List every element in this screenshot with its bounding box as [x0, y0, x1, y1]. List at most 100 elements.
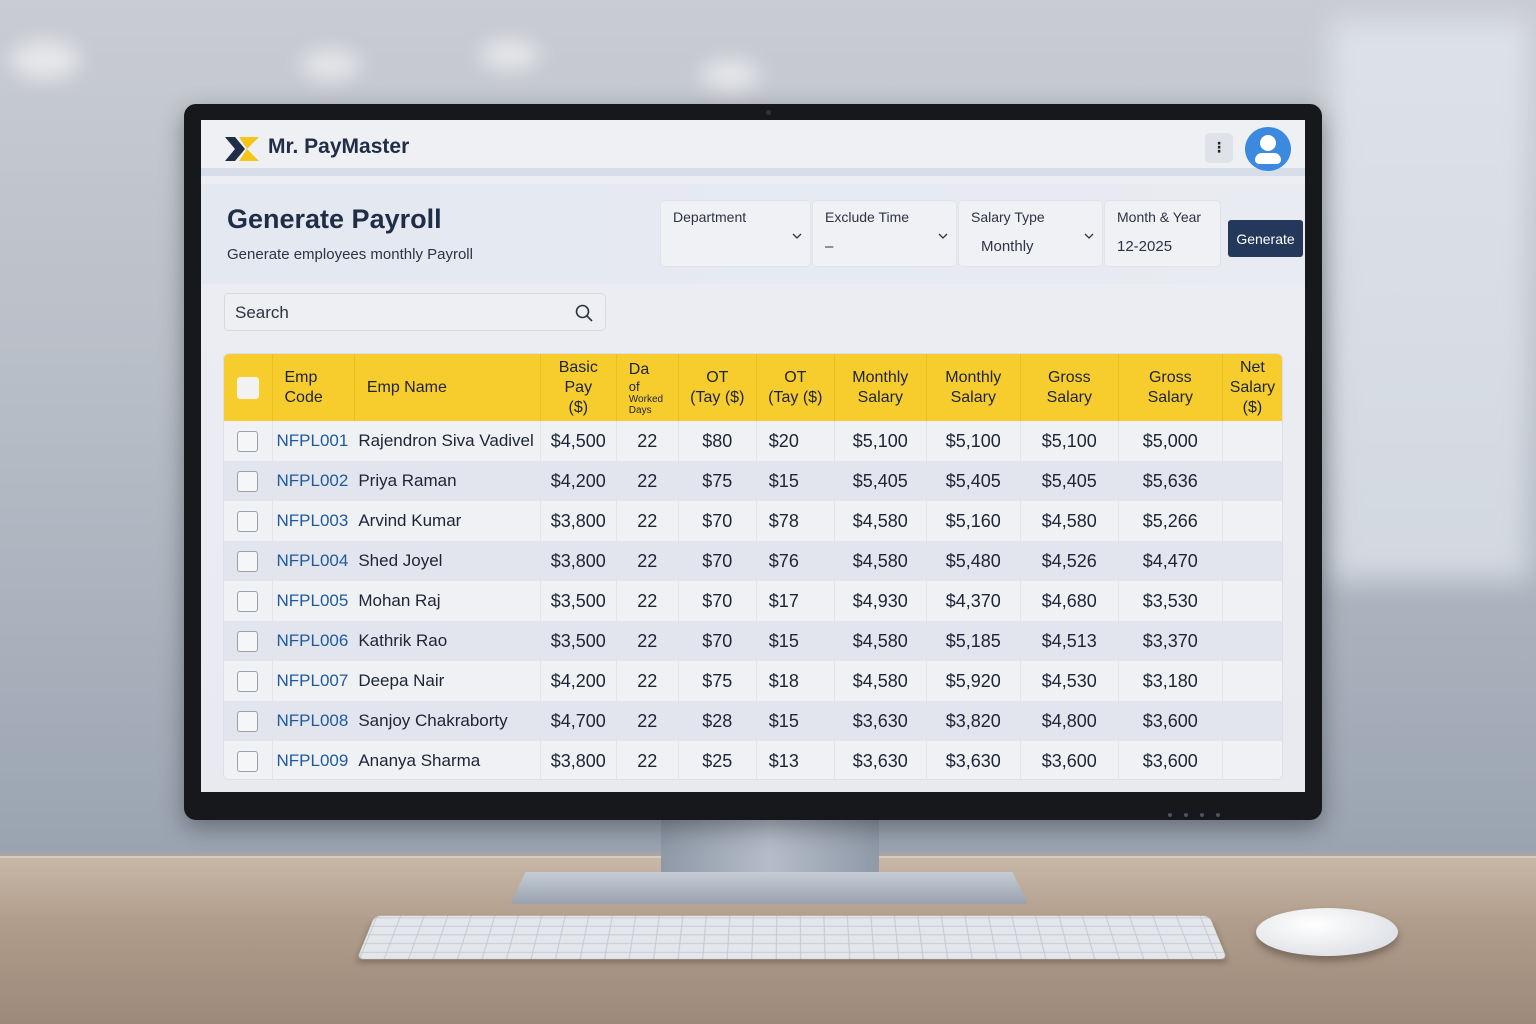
row-checkbox[interactable] [237, 510, 259, 532]
emp-code-link[interactable]: NFPL009 [276, 751, 349, 770]
emp-name: Mohan Raj [354, 581, 541, 621]
row-checkbox[interactable] [237, 750, 259, 772]
vertical-dots-icon: ⋮ [1212, 140, 1226, 156]
table-row[interactable]: NFPL003 Arvind Kumar $3,800 22 $70 $78 $… [224, 501, 1282, 541]
row-checkbox[interactable] [237, 670, 259, 692]
monitor-buttons [1168, 802, 1278, 817]
col-gross-salary-2[interactable]: Gross Salary [1118, 354, 1223, 421]
row-checkbox[interactable] [237, 430, 259, 452]
chevron-down-icon [1084, 233, 1094, 239]
exclude-time-select[interactable]: Exclude Time – [813, 201, 956, 266]
table-row[interactable]: NFPL001 Rajendron Siva Vadivel $4,500 22… [224, 421, 1282, 461]
table-row[interactable]: NFPL007 Deepa Nair $4,200 22 $75 $18 $4,… [224, 661, 1282, 701]
emp-code-link[interactable]: NFPL006 [276, 631, 349, 650]
col-ot-2[interactable]: OT (Tay ($) [756, 354, 835, 421]
net-salary [1222, 581, 1282, 621]
month-year-picker[interactable]: Month & Year 12-2025 [1105, 201, 1220, 266]
days-worked: 22 [616, 421, 679, 461]
department-select[interactable]: Department [661, 201, 810, 266]
table-row[interactable]: NFPL008 Sanjoy Chakraborty $4,700 22 $28… [224, 701, 1282, 741]
table-row[interactable]: NFPL005 Mohan Raj $3,500 22 $70 $17 $4,9… [224, 581, 1282, 621]
gross-salary-2: $3,370 [1118, 621, 1223, 661]
emp-name: Sanjoy Chakraborty [354, 701, 541, 741]
basic-pay: $4,200 [540, 461, 617, 501]
row-checkbox[interactable] [237, 590, 259, 612]
monthly-salary-2: $5,405 [926, 461, 1021, 501]
net-salary [1222, 421, 1282, 461]
days-worked: 22 [616, 621, 679, 661]
user-avatar-button[interactable] [1245, 127, 1291, 171]
row-checkbox[interactable] [237, 550, 259, 572]
salary-type-select[interactable]: Salary Type Monthly [959, 201, 1102, 266]
gross-salary-2: $5,000 [1118, 421, 1223, 461]
col-ot-1[interactable]: OT (Tay ($) [678, 354, 757, 421]
ot-1: $70 [678, 501, 757, 541]
monthly-salary-1: $5,100 [834, 421, 927, 461]
emp-name: Ananya Sharma [354, 741, 541, 779]
col-label: Salary [950, 388, 996, 406]
col-monthly-salary-2[interactable]: Monthly Salary [926, 354, 1021, 421]
col-emp-code[interactable]: Emp Code [272, 354, 355, 421]
emp-code-link[interactable]: NFPL004 [276, 551, 349, 570]
days-worked: 22 [616, 661, 679, 701]
col-gross-salary-1[interactable]: Gross Salary [1020, 354, 1119, 421]
gross-salary-2: $3,600 [1118, 741, 1223, 779]
ot-1: $28 [678, 701, 757, 741]
table-row[interactable]: NFPL004 Shed Joyel $3,800 22 $70 $76 $4,… [224, 541, 1282, 581]
search-icon[interactable] [574, 303, 594, 323]
days-worked: 22 [616, 501, 679, 541]
emp-code-link[interactable]: NFPL001 [276, 431, 349, 450]
net-salary [1222, 501, 1282, 541]
col-net-salary[interactable]: Net Salary ($) [1222, 354, 1282, 421]
ot-1: $25 [678, 741, 757, 779]
col-label: Net [1239, 358, 1265, 376]
col-label: Worked [628, 393, 664, 405]
emp-code-link[interactable]: NFPL008 [276, 711, 349, 730]
keyboard [356, 915, 1228, 960]
net-salary [1222, 461, 1282, 501]
ot-1: $75 [678, 661, 757, 701]
user-avatar-icon [1260, 135, 1276, 151]
table-row[interactable]: NFPL009 Ananya Sharma $3,800 22 $25 $13 … [224, 741, 1282, 779]
emp-code-link[interactable]: NFPL002 [276, 471, 349, 490]
app-screen: Mr. PayMaster ⋮ Generate Payroll Generat… [201, 120, 1305, 792]
monthly-salary-1: $4,580 [834, 621, 927, 661]
monitor-base [510, 872, 1028, 904]
col-label: Pay [564, 378, 593, 396]
basic-pay: $4,200 [540, 661, 617, 701]
gross-salary-2: $3,600 [1118, 701, 1223, 741]
search-input[interactable] [235, 300, 555, 326]
net-salary [1222, 741, 1282, 779]
select-all-checkbox[interactable] [236, 376, 259, 399]
emp-name: Rajendron Siva Vadivel [354, 421, 541, 461]
row-checkbox[interactable] [237, 630, 259, 652]
emp-code-link[interactable]: NFPL003 [276, 511, 349, 530]
col-emp-name[interactable]: Emp Name [354, 354, 541, 421]
emp-code-link[interactable]: NFPL005 [276, 591, 349, 610]
ot-2: $76 [756, 541, 835, 581]
exclude-time-value: – [825, 238, 834, 255]
table-row[interactable]: NFPL006 Kathrik Rao $3,500 22 $70 $15 $4… [224, 621, 1282, 661]
col-monthly-salary-1[interactable]: Monthly Salary [834, 354, 927, 421]
row-checkbox[interactable] [237, 710, 259, 732]
table-row[interactable]: NFPL002 Priya Raman $4,200 22 $75 $15 $5… [224, 461, 1282, 501]
ot-1: $80 [678, 421, 757, 461]
col-basic-pay[interactable]: Basic Pay ($) [540, 354, 617, 421]
gross-salary-1: $4,800 [1020, 701, 1119, 741]
net-salary [1222, 621, 1282, 661]
col-label: Salary [1046, 388, 1092, 406]
gross-salary-1: $4,526 [1020, 541, 1119, 581]
emp-code-link[interactable]: NFPL007 [276, 671, 349, 690]
net-salary [1222, 701, 1282, 741]
monthly-salary-1: $4,580 [834, 501, 927, 541]
col-days-worked[interactable]: Da of Worked Days [616, 354, 679, 421]
col-label: Salary ($) [1229, 378, 1276, 416]
row-checkbox[interactable] [237, 470, 259, 492]
basic-pay: $4,700 [540, 701, 617, 741]
days-worked: 22 [616, 741, 679, 779]
emp-name: Shed Joyel [354, 541, 541, 581]
ot-1: $70 [678, 621, 757, 661]
more-options-button[interactable]: ⋮ [1205, 133, 1233, 163]
gross-salary-1: $5,100 [1020, 421, 1119, 461]
generate-button[interactable]: Generate [1228, 220, 1303, 257]
